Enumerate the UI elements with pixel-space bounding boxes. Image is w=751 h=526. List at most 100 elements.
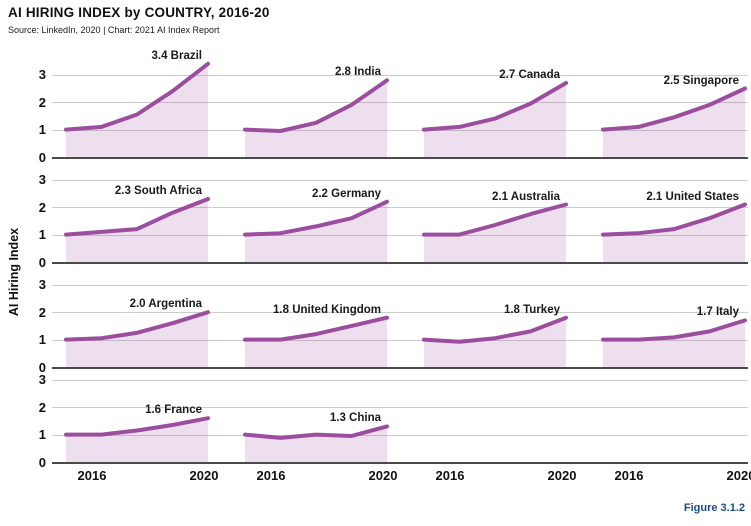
- area-chart: [243, 199, 389, 262]
- country-label: 1.8 Turkey: [503, 303, 560, 316]
- gridline: [52, 129, 748, 131]
- area-fill: [66, 312, 208, 367]
- y-tick-label: 2: [38, 94, 46, 110]
- panel-singapore: [601, 53, 747, 157]
- country-label: 2.1 Australia: [492, 190, 560, 203]
- gridline: [52, 379, 748, 381]
- area-chart: [64, 197, 210, 262]
- area-fill: [245, 426, 387, 462]
- area-chart: [243, 315, 389, 367]
- country-label: 1.8 United Kingdom: [273, 303, 381, 316]
- country-label: 2.8 India: [334, 66, 381, 79]
- country-label: 2.0 Argentina: [129, 298, 202, 311]
- y-tick-label: 3: [38, 172, 46, 188]
- gridline: [52, 339, 748, 341]
- trend-line: [64, 197, 210, 237]
- y-tick-label: 1: [38, 427, 46, 443]
- page-title: AI HIRING INDEX by COUNTRY, 2016-20: [8, 5, 270, 20]
- y-tick-label: 1: [38, 122, 46, 138]
- trend-line: [243, 424, 389, 440]
- x-axis-line: [52, 157, 748, 159]
- y-tick-label: 2: [38, 199, 46, 215]
- y-tick-label: 3: [38, 277, 46, 293]
- area-chart: [64, 61, 210, 157]
- trend-line: [601, 86, 747, 132]
- country-label: 2.1 United States: [646, 190, 739, 203]
- panel-turkey: [422, 263, 568, 367]
- country-label: 2.3 South Africa: [114, 185, 202, 197]
- area-fill: [245, 317, 387, 367]
- area-chart: [243, 78, 389, 157]
- gridline: [52, 407, 748, 409]
- country-label: 3.4 Brazil: [151, 49, 203, 62]
- y-tick-label: 1: [38, 332, 46, 348]
- x-tick-label: 2016: [435, 468, 465, 483]
- area-chart: [601, 202, 747, 262]
- area-fill: [424, 317, 566, 367]
- area-chart: [601, 318, 747, 367]
- area-chart: [243, 424, 389, 462]
- area-fill: [424, 204, 566, 262]
- x-tick-label: 2020: [368, 468, 398, 483]
- x-tick-label: 2016: [256, 468, 286, 483]
- x-axis-line: [52, 367, 748, 369]
- y-tick-label: 3: [38, 372, 46, 388]
- panel-italy: [601, 263, 747, 367]
- gridline: [52, 179, 748, 181]
- country-label: 2.2 Germany: [311, 187, 381, 200]
- panel-united-states: [601, 158, 747, 262]
- y-tick-label: 0: [38, 254, 46, 270]
- area-fill: [66, 63, 208, 157]
- x-tick-label: 2016: [614, 468, 644, 483]
- y-tick-label: 0: [38, 149, 46, 165]
- trend-line: [243, 199, 389, 237]
- area-chart: [422, 315, 568, 367]
- x-tick-label: 2020: [547, 468, 577, 483]
- panel-canada: [422, 53, 568, 157]
- x-axis-line: [52, 462, 748, 464]
- trend-line: [64, 416, 210, 437]
- x-tick-label: 2020: [189, 468, 219, 483]
- country-label: 2.7 Canada: [499, 69, 560, 81]
- panel-south-africa: [64, 158, 210, 262]
- trend-line: [601, 202, 747, 237]
- gridline: [52, 434, 748, 436]
- y-axis-title: AI Hiring Index: [7, 227, 21, 317]
- trend-line: [64, 61, 210, 132]
- y-tick-label: 0: [38, 454, 46, 470]
- trend-line: [422, 315, 568, 344]
- gridline: [52, 102, 748, 104]
- trend-line: [243, 315, 389, 342]
- area-fill: [66, 418, 208, 462]
- area-chart: [601, 86, 747, 157]
- gridline: [52, 312, 748, 314]
- y-tick-label: 3: [38, 67, 46, 83]
- panel-china: [243, 358, 389, 462]
- country-label: 1.3 China: [329, 412, 381, 425]
- y-tick-label: 2: [38, 399, 46, 415]
- gridline: [52, 207, 748, 209]
- panel-australia: [422, 158, 568, 262]
- gridline: [52, 284, 748, 286]
- y-tick-label: 0: [38, 359, 46, 375]
- trend-line: [64, 310, 210, 342]
- trend-line: [601, 318, 747, 342]
- x-tick-label: 2020: [726, 468, 751, 483]
- page-subtitle: Source: LinkedIn, 2020 | Chart: 2021 AI …: [8, 25, 220, 35]
- panel-argentina: [64, 263, 210, 367]
- trend-line: [422, 202, 568, 237]
- area-fill: [245, 201, 387, 262]
- area-chart: [64, 310, 210, 367]
- panel-united-kingdom: [243, 263, 389, 367]
- area-chart: [422, 81, 568, 157]
- panel-india: [243, 53, 389, 157]
- country-label: 1.6 France: [145, 404, 202, 417]
- y-tick-label: 1: [38, 227, 46, 243]
- trend-line: [422, 81, 568, 132]
- panel-brazil: [64, 53, 210, 157]
- area-fill: [245, 80, 387, 157]
- gridline: [52, 234, 748, 236]
- area-chart: [422, 202, 568, 262]
- gridline: [52, 74, 748, 76]
